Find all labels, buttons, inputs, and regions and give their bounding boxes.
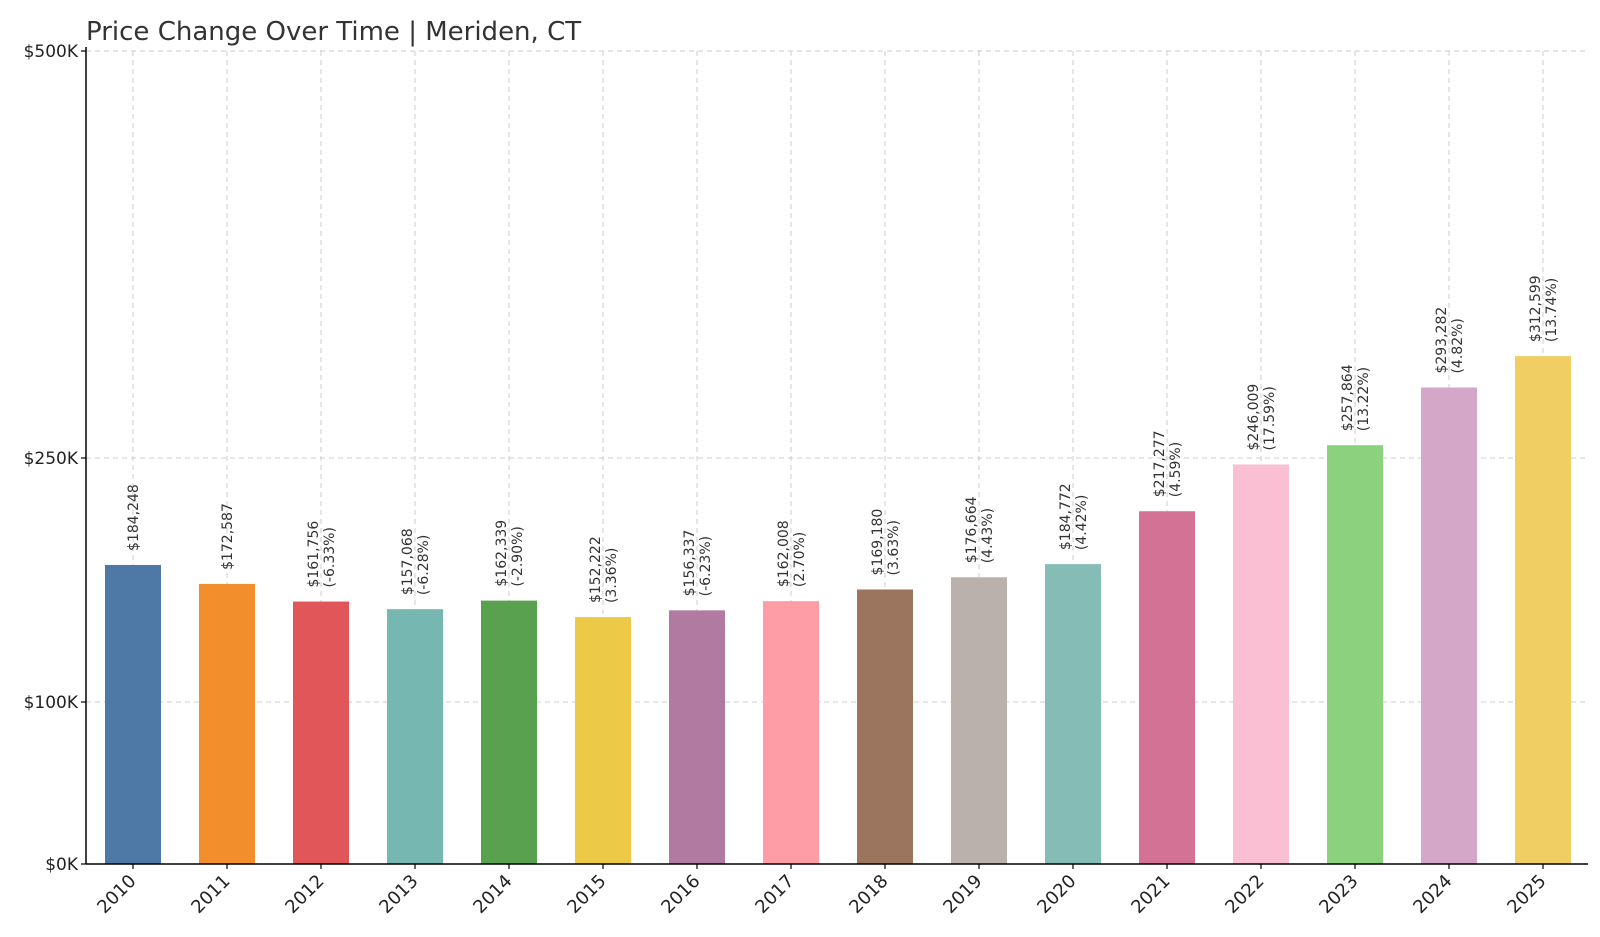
- y-tick-label: $250K: [24, 449, 79, 469]
- bar-2025: [1515, 356, 1571, 864]
- data-label-change: (4.43%): [980, 508, 996, 563]
- data-label-change: (17.59%): [1262, 386, 1278, 450]
- data-label-value: $246,009: [1246, 384, 1262, 451]
- data-label-value: $257,864: [1340, 364, 1356, 431]
- x-tick-label: 2016: [657, 871, 704, 918]
- x-tick-label: 2018: [845, 871, 892, 918]
- x-tick-label: 2019: [939, 871, 986, 918]
- x-tick-label: 2015: [563, 871, 610, 918]
- x-tick-label: 2014: [469, 871, 516, 918]
- bar-2024: [1421, 387, 1477, 864]
- x-tick-label: 2024: [1409, 871, 1456, 918]
- data-label-change: (4.82%): [1450, 318, 1466, 373]
- y-tick-label: $100K: [24, 693, 79, 713]
- axes-layer: [81, 47, 1588, 869]
- x-tick-label: 2025: [1503, 871, 1550, 918]
- data-label-change: (3.36%): [604, 548, 620, 603]
- x-tick-label: 2021: [1127, 871, 1174, 918]
- bar-2021: [1139, 511, 1195, 864]
- data-label-change: (2.70%): [792, 532, 808, 587]
- data-label-value: $156,337: [682, 530, 698, 597]
- data-label-value: $162,339: [494, 520, 510, 587]
- bar-2016: [669, 610, 725, 864]
- data-label-change: (4.42%): [1074, 495, 1090, 550]
- bar-2018: [857, 589, 913, 864]
- data-label-change: (-6.23%): [698, 536, 714, 596]
- x-tick-label: 2013: [375, 871, 422, 918]
- bar-2023: [1327, 445, 1383, 864]
- data-label-value: $157,068: [400, 528, 416, 595]
- data-label-value: $312,599: [1528, 275, 1544, 342]
- bar-2013: [387, 609, 443, 864]
- data-label-change: (13.22%): [1356, 367, 1372, 431]
- data-label-value: $217,277: [1152, 430, 1168, 497]
- x-tick-label: 2023: [1315, 871, 1362, 918]
- data-label-change: (-6.28%): [416, 535, 432, 595]
- x-tick-label: 2012: [281, 871, 328, 918]
- data-label-change: (-2.90%): [510, 526, 526, 586]
- x-tick-label: 2011: [187, 871, 234, 918]
- bars-layer: [105, 356, 1571, 864]
- bar-2015: [575, 617, 631, 864]
- data-label-value: $293,282: [1434, 307, 1450, 374]
- bar-2019: [951, 577, 1007, 864]
- y-tick-label: $0K: [45, 855, 79, 875]
- y-tick-label: $500K: [24, 42, 79, 62]
- x-tick-label: 2020: [1033, 871, 1080, 918]
- data-label-value: $161,756: [306, 521, 322, 588]
- data-label-value: $152,222: [588, 536, 604, 603]
- bar-2022: [1233, 464, 1289, 864]
- data-label-value: $172,587: [220, 503, 236, 570]
- data-label-change: (13.74%): [1544, 278, 1560, 342]
- bar-2020: [1045, 564, 1101, 864]
- data-label-value: $176,664: [964, 496, 980, 563]
- bar-2014: [481, 600, 537, 864]
- data-label-value: $169,180: [870, 509, 886, 576]
- chart-title: Price Change Over Time | Meriden, CT: [86, 17, 581, 47]
- bar-2012: [293, 601, 349, 864]
- data-label-change: (-6.33%): [322, 527, 338, 587]
- bar-2017: [763, 601, 819, 864]
- data-label-value: $184,248: [126, 484, 142, 551]
- data-label-value: $184,772: [1058, 483, 1074, 550]
- bar-2011: [199, 583, 255, 864]
- data-label-change: (3.63%): [886, 520, 902, 575]
- data-label-change: (4.59%): [1168, 442, 1184, 497]
- x-tick-label: 2017: [751, 871, 798, 918]
- bar-2010: [105, 564, 161, 864]
- x-tick-label: 2010: [93, 871, 140, 918]
- x-tick-label: 2022: [1221, 871, 1268, 918]
- data-label-value: $162,008: [776, 520, 792, 587]
